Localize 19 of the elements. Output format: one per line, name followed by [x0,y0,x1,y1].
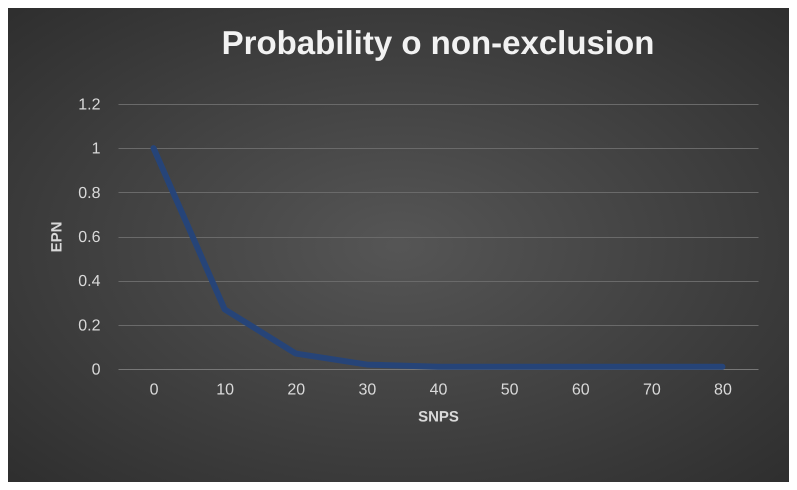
x-tick-label: 50 [500,382,519,398]
x-axis-title: SNPS [418,408,459,426]
y-tick-label: 1 [92,140,101,158]
y-tick-label: 1.2 [78,96,101,114]
y-tick-label: 0.4 [78,273,101,290]
x-tick-label: 60 [572,382,590,398]
y-tick-label: 0.6 [78,229,101,246]
y-tick-label: 0.2 [78,317,101,334]
x-tick-label: 40 [430,382,448,398]
x-tick-label: 20 [287,382,306,398]
y-axis-title: EPN [48,222,66,252]
y-tick-label: 0 [92,362,101,378]
x-tick-label: 0 [150,382,159,398]
chart-title: Probability o non-exclusion [222,24,654,61]
x-tick-label: 10 [216,382,234,398]
x-tick-label: 80 [714,382,732,398]
y-tick-label: 0.8 [78,184,101,202]
x-tick-label: 30 [358,382,376,398]
x-tick-label: 70 [642,382,661,398]
